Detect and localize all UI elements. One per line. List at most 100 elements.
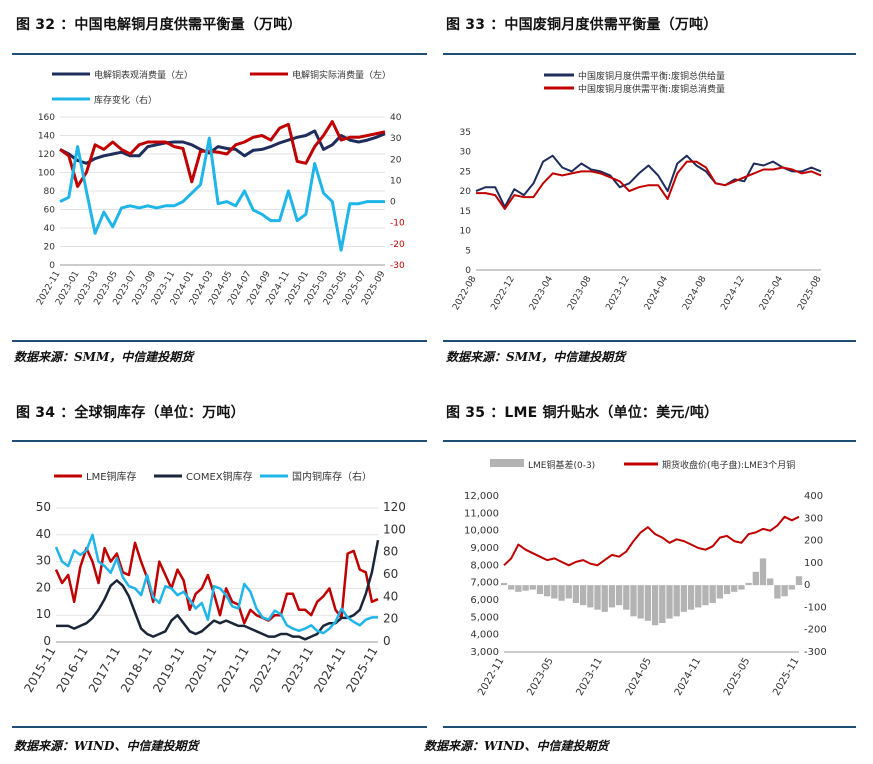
y-tick-label-left: 100 (38, 169, 55, 179)
chart-background (14, 57, 424, 327)
bar-mark (536, 585, 544, 595)
title-rule-33 (443, 53, 856, 55)
bar-mark (759, 558, 767, 586)
source-text-35: 数据来源：WIND、中信建投期货 (424, 739, 609, 753)
bar-mark (651, 585, 659, 626)
y-tick-label-right: 0 (390, 198, 396, 208)
y-tick-label-left: 7,000 (470, 578, 499, 589)
bar-mark (508, 585, 515, 590)
bar-mark (738, 585, 745, 590)
bar-mark (709, 585, 716, 603)
series-line-0 (54, 541, 379, 625)
y-tick-label-left: 40 (36, 527, 51, 541)
bar-mark (695, 585, 702, 608)
title-rule-35 (443, 440, 856, 442)
y-tick-label-left: 120 (38, 150, 55, 160)
y-tick-label-left: 50 (36, 500, 51, 514)
chart-title-33: 图 33 ：中国废铜月度供需平衡量（万吨） (446, 17, 718, 33)
source-text-32: 数据来源：SMM，中信建投期货 (14, 350, 194, 364)
y-tick-label-right: 0 (804, 580, 810, 591)
bar-mark (666, 585, 673, 619)
title-rule-32 (12, 53, 427, 55)
chart-title-34: 图 34 ：全球铜库存（单位：万吨） (16, 405, 245, 421)
y-tick-label-left: 10,000 (464, 526, 499, 537)
y-tick-label-right: -20 (390, 240, 405, 250)
y-tick-label-left: 25 (460, 167, 471, 177)
y-tick-label-left: 9,000 (470, 543, 499, 554)
bar-mark (644, 585, 652, 621)
source-text-34: 数据来源：WIND、中信建投期货 (14, 739, 199, 753)
bar-mark (608, 585, 616, 608)
legend-label: 期货收盘价(电子盘):LME3个月铜 (662, 459, 795, 471)
y-tick-label-right: 120 (383, 500, 406, 514)
bar-mark (745, 582, 752, 586)
bar-mark (587, 585, 594, 608)
y-tick-label-left: 0 (465, 266, 471, 276)
series-line-1 (59, 120, 386, 188)
bar-mark (551, 585, 558, 599)
y-tick-label-right: 100 (804, 558, 823, 569)
y-tick-label-left: 40 (44, 224, 56, 234)
bar-mark (774, 585, 781, 599)
chart-title-35: 图 35 ：LME 铜升贴水（单位：美元/吨） (446, 405, 719, 421)
y-tick-label-right: 40 (390, 113, 402, 123)
bar-mark (687, 585, 695, 610)
source-rule-34 (12, 726, 427, 728)
source-rule-35 (443, 726, 856, 728)
y-tick-label-left: 140 (38, 132, 55, 142)
bar-mark (544, 585, 551, 597)
bar-mark (615, 585, 623, 606)
bar-mark (522, 585, 529, 591)
y-tick-label-left: 3,000 (470, 647, 499, 658)
series-line-1 (503, 515, 800, 567)
bar-mark (630, 585, 637, 617)
chart-background (446, 57, 854, 327)
bar-mark (529, 585, 536, 590)
chart-background (14, 446, 424, 722)
bar-mark (565, 585, 572, 599)
y-tick-label-left: 30 (460, 148, 472, 158)
y-tick-label-left: 60 (44, 206, 56, 216)
y-tick-label-right: 20 (390, 155, 402, 165)
y-tick-label-right: 300 (804, 513, 823, 524)
bar-mark (623, 585, 630, 610)
y-tick-label-right: 0 (383, 634, 391, 648)
bar-mark (637, 585, 644, 619)
y-tick-label-right: 80 (383, 545, 398, 559)
bar-mark (601, 585, 608, 612)
y-tick-label-right: -30 (390, 261, 405, 271)
bar-mark (579, 585, 587, 606)
bar-mark (767, 578, 774, 586)
y-tick-label-left: 4,000 (470, 630, 499, 641)
y-tick-label-left: 12,000 (464, 491, 499, 502)
series-line-1 (476, 160, 822, 210)
bar-mark (515, 585, 522, 592)
legend-label: COMEX铜库存 (186, 470, 253, 483)
chart-panel-32: 电解铜表观消费量（左） 电解铜实际消费量（左） 库存变化（右） 0 20 40 60 80 10… (14, 57, 424, 327)
title-rule-34 (12, 440, 427, 442)
series-line-0 (59, 129, 386, 165)
legend-label: 电解铜表观消费量（左） (94, 69, 193, 81)
bar-mark (680, 585, 688, 612)
source-text-33: 数据来源：SMM，中信建投期货 (446, 350, 626, 364)
bar-mark (572, 585, 580, 603)
legend-label: LME铜基差(0-3) (528, 459, 595, 471)
y-tick-label-right: -100 (804, 602, 827, 613)
y-tick-label-left: 35 (460, 128, 471, 138)
legend-label: 中国废铜月度供需平衡:废铜总消费量 (578, 83, 725, 95)
bar-mark (781, 585, 788, 597)
legend-label: 库存变化（右） (94, 94, 157, 106)
y-tick-label-left: 15 (460, 207, 471, 217)
y-tick-label-left: 10 (460, 227, 472, 237)
y-tick-label-right: 100 (383, 522, 406, 536)
bar-mark (558, 585, 565, 601)
bar-mark (659, 585, 666, 624)
chart-background (446, 446, 854, 722)
chart-panel-34: LME铜库存 COMEX铜库存 国内铜库存（右） 0 10 20 30 40 50 0 20 40 60… (14, 446, 424, 722)
y-tick-label-left: 8,000 (470, 560, 499, 571)
y-tick-label-right: 40 (383, 589, 398, 603)
legend-label: 国内铜库存（右） (292, 470, 372, 483)
y-tick-label-left: 6,000 (470, 595, 499, 606)
legend-label: 电解铜实际消费量（左） (292, 69, 391, 81)
y-tick-label-left: 20 (36, 580, 51, 594)
